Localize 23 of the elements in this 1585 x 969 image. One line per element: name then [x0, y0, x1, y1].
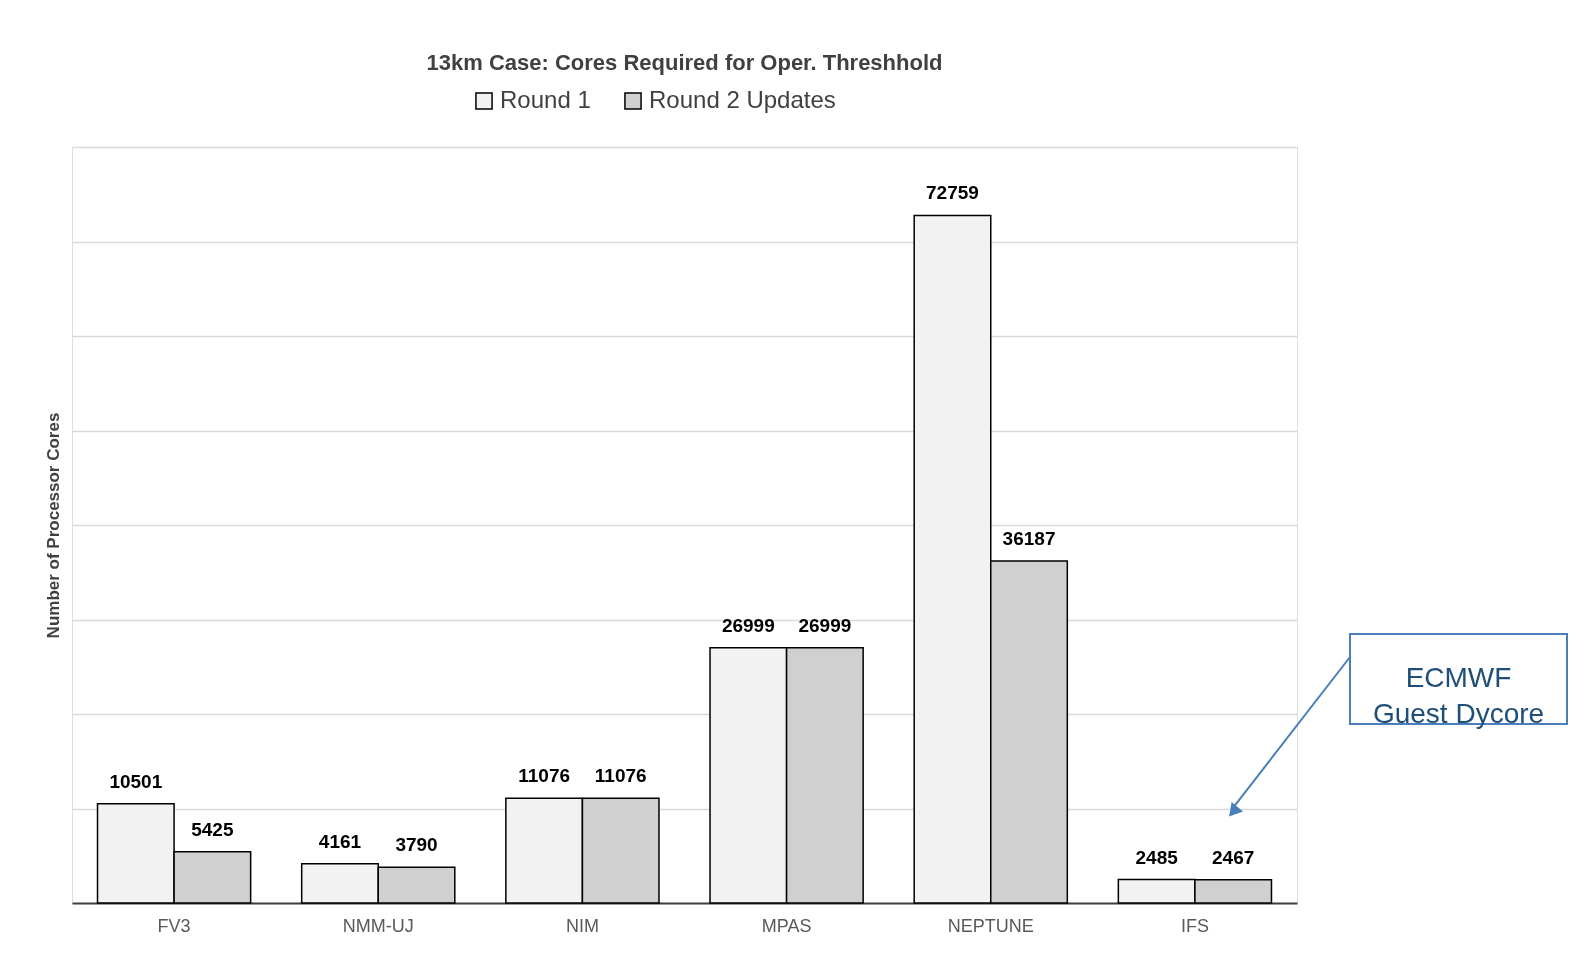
legend-label: Round 1 [500, 86, 591, 113]
data-label: 11076 [518, 765, 571, 787]
data-label: 36187 [1002, 528, 1056, 550]
data-label: 10501 [109, 770, 163, 792]
data-label: 26999 [798, 614, 852, 636]
data-label: 3790 [395, 834, 438, 856]
data-label: 4161 [318, 830, 362, 852]
data-label: 2485 [1135, 846, 1179, 868]
data-label: 26999 [721, 614, 775, 636]
x-tick-label: NEPTUNE [947, 915, 1034, 936]
x-tick-label: FV3 [157, 915, 191, 936]
y-axis-title: Number of Processor Cores [43, 412, 63, 639]
data-label: 5425 [191, 818, 234, 840]
data-label: 72759 [926, 182, 979, 204]
chart-title: 13km Case: Cores Required for Oper. Threshhold [426, 50, 943, 75]
x-tick-label: MPAS [761, 915, 812, 936]
x-tick-label: IFS [1180, 915, 1209, 936]
data-label: 2467 [1212, 846, 1255, 868]
data-label: 11076 [594, 765, 647, 787]
text: ECMWF Guest Dycore [1372, 662, 1545, 729]
x-tick-label: NMM-UJ [342, 915, 414, 936]
legend-label: Round 2 Updates [649, 86, 836, 113]
x-tick-label: NIM [565, 915, 599, 936]
